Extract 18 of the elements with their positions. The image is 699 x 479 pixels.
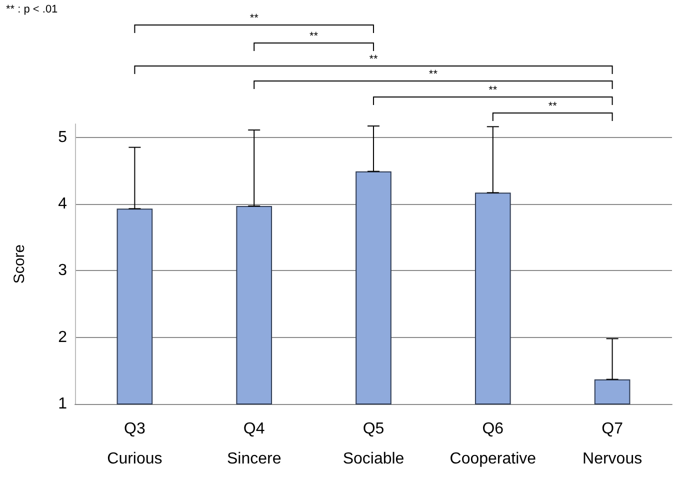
text: ** <box>310 30 319 42</box>
y-tick-label: 1 <box>58 396 68 412</box>
text: ** <box>428 68 438 80</box>
x-tick-label: Q3 Curious <box>107 420 162 468</box>
y-tick-label: 2 <box>58 328 68 346</box>
x-tick-label: Q5 Sociable <box>342 420 404 468</box>
text: ** <box>369 54 378 66</box>
x-tick-label: Q4 Sincere <box>226 420 282 468</box>
y-axis-title: Score <box>11 244 28 284</box>
text: ** <box>488 84 498 96</box>
y-tick-label: 5 <box>58 128 68 146</box>
text: ** : p < .01 <box>6 4 58 16</box>
text: ** <box>548 100 558 112</box>
y-tick-label: 3 <box>58 262 68 280</box>
x-tick-label: Q7 Nervous <box>582 420 642 468</box>
x-tick-label: Q6 Cooperative <box>450 420 536 468</box>
text: ** <box>250 12 260 24</box>
y-tick-label: 4 <box>58 196 68 212</box>
